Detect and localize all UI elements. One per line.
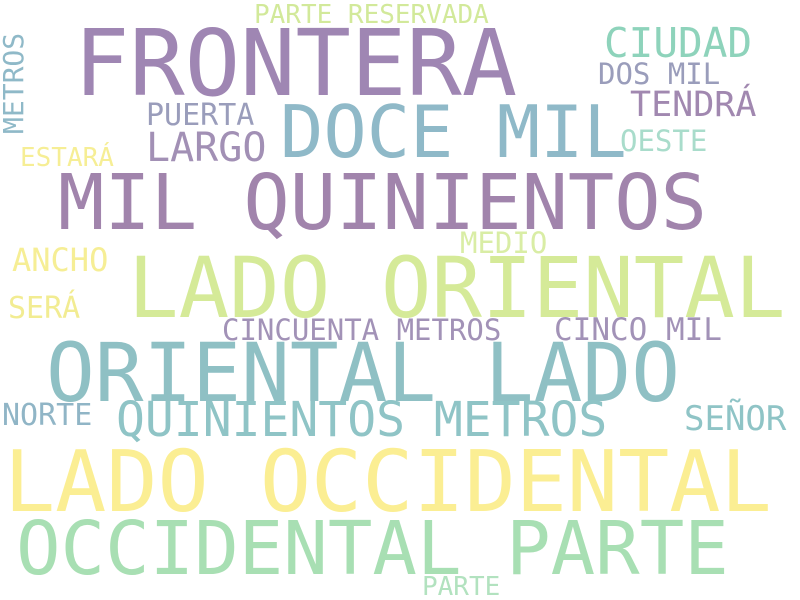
word-cincuenta-metros: CINCUENTA METROS [222,313,502,347]
word-quinientos-metros: QUINIENTOS METROS [116,392,608,448]
word-metros: METROS [0,32,30,134]
word-lado-oriental: LADO ORIENTAL [128,239,786,337]
word-norte: NORTE [2,398,93,433]
word-tendra: TENDRÁ [630,85,757,125]
word-parte-reservada: PARTE RESERVADA [254,0,489,30]
word-estara: ESTARÁ [20,143,114,173]
word-medio: MEDIO [460,226,548,260]
word-frontera: FRONTERA [74,10,518,117]
word-dos-mil: DOS MIL [598,57,721,91]
word-parte: PARTE [422,572,501,600]
word-oriental-lado: ORIENTAL LADO [46,327,680,421]
word-doce-mil: DOCE MIL [280,90,627,174]
word-lado-occidental: LADO OCCIDENTAL [4,433,772,532]
word-largo: LARGO [146,125,267,171]
word-cinco-mil: CINCO MIL [554,312,722,348]
word-ciudad: CIUDAD [604,19,753,67]
word-occidental-parte: OCCIDENTAL PARTE [16,506,729,592]
word-puerta: PUERTA [146,98,255,133]
word-ancho: ANCHO [12,241,109,279]
word-senor: SEÑOR [684,399,787,439]
word-mil-quinientos: MIL QUINIENTOS [58,159,708,248]
word-oeste: OESTE [620,124,708,158]
word-sera: SERÁ [8,291,81,326]
